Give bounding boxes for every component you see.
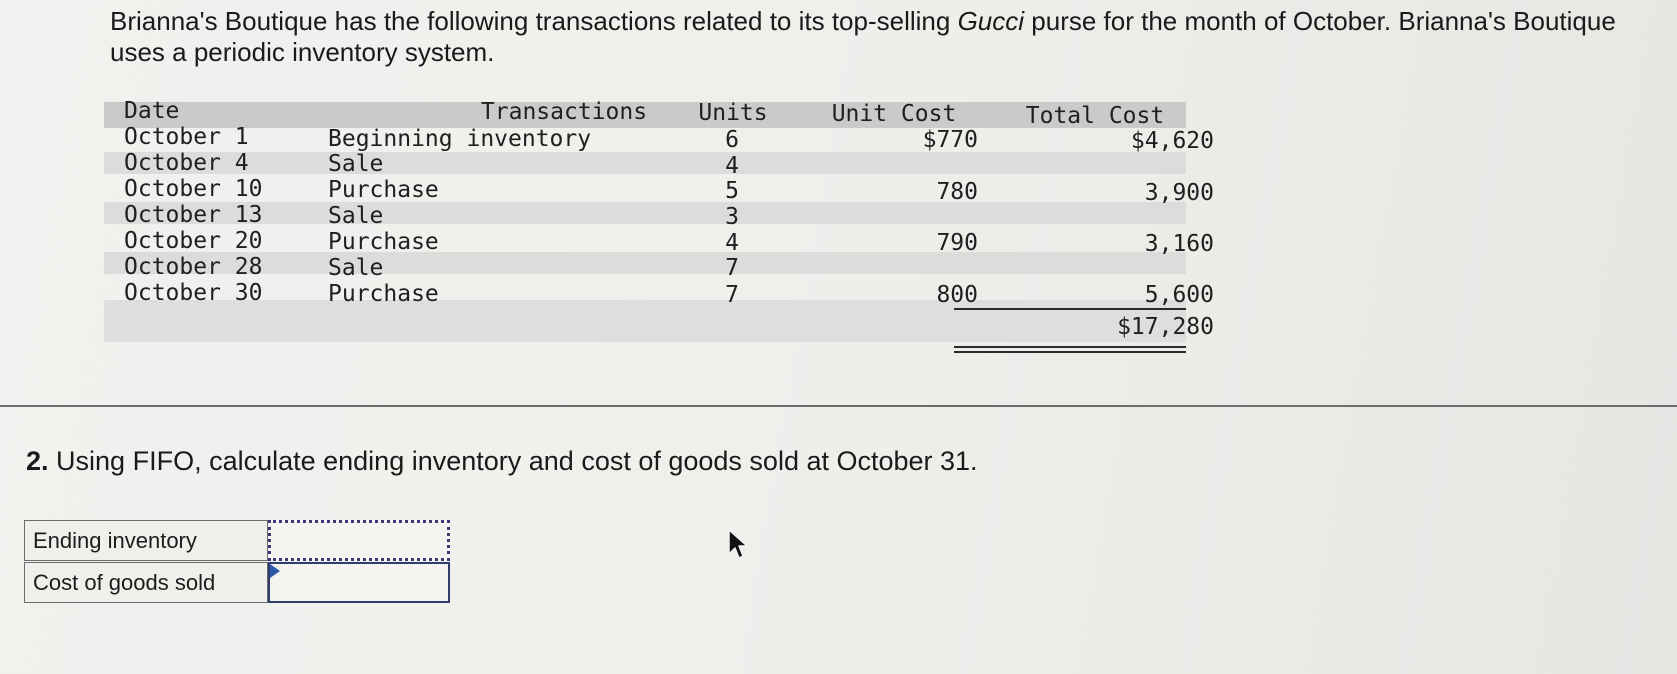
answer-row-cogs: Cost of goods sold [24, 562, 450, 604]
row-units: 5 [725, 178, 739, 204]
transactions-table: Date Transactions Units Unit Cost Total … [104, 98, 1214, 364]
problem-intro: Brianna's Boutique has the following tra… [110, 6, 1670, 68]
total-band [104, 300, 1186, 342]
cell-comment-marker-icon [270, 564, 280, 578]
header-units: Units [698, 100, 768, 126]
row-band [104, 152, 1186, 174]
row-unit-cost: $770 [922, 127, 978, 153]
row-date: October 13 [124, 202, 263, 228]
row-transaction: Purchase [328, 281, 439, 307]
ending-inventory-label: Ending inventory [24, 520, 268, 561]
row-unit-cost: 780 [936, 179, 978, 205]
intro-text-2: purse for the month of October. Brianna'… [110, 6, 1616, 67]
row-transaction: Purchase [328, 177, 439, 203]
row-units: 4 [725, 153, 739, 179]
cogs-input[interactable] [268, 562, 450, 603]
row-unit-cost: 790 [936, 230, 978, 256]
mouse-pointer-icon [728, 529, 748, 559]
row-transaction: Purchase [328, 229, 439, 255]
row-transaction: Sale [328, 203, 384, 229]
row-units: 3 [725, 204, 739, 230]
row-total-cost: 3,900 [1144, 180, 1214, 206]
answer-row-ending-inventory: Ending inventory [24, 520, 450, 562]
header-transactions: Transactions [480, 99, 648, 125]
question-text: Using FIFO, calculate ending inventory a… [56, 446, 978, 476]
row-transaction: Sale [328, 151, 384, 177]
row-band [104, 202, 1186, 224]
row-date: October 28 [124, 254, 263, 280]
grand-total: $17,280 [1117, 314, 1214, 340]
row-total-cost: 3,160 [1144, 231, 1214, 257]
cogs-label: Cost of goods sold [24, 562, 268, 603]
row-total-cost: 5,600 [1144, 282, 1214, 308]
header-total-cost: Total Cost [1025, 103, 1165, 129]
question-panel [0, 405, 1677, 407]
row-date: October 20 [124, 228, 263, 254]
intro-text-1: Brianna's Boutique has the following tra… [110, 6, 958, 36]
header-date: Date [124, 98, 180, 124]
row-date: October 4 [124, 150, 249, 176]
row-total-cost: $4,620 [1130, 128, 1214, 154]
row-unit-cost: 800 [936, 282, 978, 308]
table-header-band [104, 102, 1186, 128]
row-units: 6 [725, 127, 739, 153]
row-units: 4 [725, 230, 739, 256]
row-units: 7 [725, 255, 739, 281]
row-transaction: Beginning inventory [328, 126, 592, 152]
intro-brand: Gucci [957, 6, 1025, 36]
row-units: 7 [725, 282, 739, 308]
answer-table: Ending inventory Cost of goods sold [24, 520, 450, 604]
row-transaction: Sale [328, 255, 384, 281]
question-number: 2. [26, 446, 49, 476]
row-date: October 1 [124, 124, 249, 150]
header-unit-cost: Unit Cost [831, 101, 957, 127]
question-2: 2. Using FIFO, calculate ending inventor… [26, 446, 978, 477]
row-date: October 10 [124, 176, 263, 202]
row-date: October 30 [124, 280, 263, 306]
ending-inventory-input[interactable] [268, 520, 450, 561]
row-band [104, 252, 1186, 274]
subtotal-rule [954, 308, 1186, 310]
grand-total-double-rule [954, 346, 1186, 353]
